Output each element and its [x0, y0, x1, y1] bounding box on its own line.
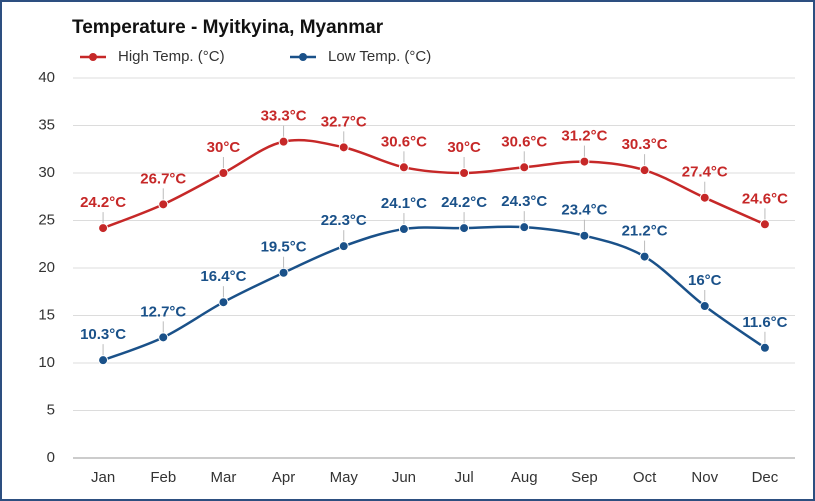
y-tick-label: 20 — [38, 259, 55, 276]
y-tick-label: 35 — [38, 116, 55, 133]
data-label: 11.6°C — [742, 314, 787, 331]
x-tick-label: Jun — [392, 469, 416, 486]
point — [519, 222, 530, 233]
point — [639, 165, 650, 176]
y-tick-label: 5 — [47, 401, 55, 418]
point — [98, 223, 109, 234]
data-label: 31.2°C — [561, 128, 607, 145]
x-tick-label: Nov — [691, 469, 718, 486]
data-label: 12.7°C — [140, 303, 186, 320]
data-label: 19.5°C — [261, 239, 307, 256]
point — [278, 267, 289, 278]
point — [459, 223, 470, 234]
x-tick-label: Apr — [272, 469, 295, 486]
y-tick-label: 25 — [38, 211, 55, 228]
legend-label: Low Temp. (°C) — [328, 48, 431, 65]
data-label: 23.4°C — [561, 202, 607, 219]
x-tick-label: Jan — [91, 469, 115, 486]
point — [218, 168, 229, 178]
x-tick-label: Dec — [752, 469, 779, 486]
legend-marker — [299, 53, 307, 61]
point — [398, 224, 409, 235]
data-label: 24.2°C — [80, 194, 126, 211]
point — [338, 241, 349, 252]
y-tick-label: 0 — [47, 449, 55, 466]
point — [519, 162, 530, 173]
point — [98, 355, 109, 366]
x-tick-label: Sep — [571, 469, 598, 486]
point — [579, 230, 590, 241]
data-label: 16°C — [688, 272, 722, 289]
series-line — [102, 138, 766, 230]
data-label: 10.3°C — [80, 326, 126, 343]
point — [278, 136, 289, 147]
point — [759, 219, 770, 230]
legend-label: High Temp. (°C) — [118, 48, 225, 65]
x-tick-label: Feb — [150, 469, 176, 486]
data-label: 30°C — [207, 139, 241, 156]
legend-marker — [89, 53, 97, 61]
point — [639, 251, 650, 262]
y-tick-label: 30 — [38, 164, 55, 181]
x-tick-label: Oct — [633, 469, 657, 486]
point — [459, 168, 470, 178]
series-line — [102, 225, 766, 362]
data-label: 30.6°C — [501, 133, 547, 150]
data-label: 16.4°C — [200, 268, 246, 285]
point — [398, 162, 409, 173]
data-label: 21.2°C — [622, 223, 668, 240]
data-label: 26.7°C — [140, 170, 186, 187]
point — [699, 192, 710, 203]
x-tick-label: Aug — [511, 469, 538, 486]
x-tick-label: Mar — [210, 469, 236, 486]
data-label: 30°C — [447, 139, 481, 156]
data-label: 27.4°C — [682, 164, 728, 181]
data-label: 24.6°C — [742, 190, 788, 207]
x-tick-label: Jul — [454, 469, 473, 486]
y-tick-label: 10 — [38, 354, 55, 371]
point — [338, 142, 349, 153]
point — [699, 301, 710, 311]
y-tick-label: 15 — [38, 306, 55, 323]
y-tick-label: 40 — [38, 69, 55, 86]
data-label: 33.3°C — [261, 108, 307, 125]
data-label: 30.6°C — [381, 133, 427, 150]
data-label: 32.7°C — [321, 113, 367, 130]
point — [218, 297, 229, 308]
data-label: 22.3°C — [321, 212, 367, 229]
x-tick-label: May — [330, 469, 359, 486]
chart-title: Temperature - Myitkyina, Myanmar — [72, 17, 384, 38]
point — [158, 332, 169, 343]
data-label: 30.3°C — [622, 136, 668, 153]
point — [579, 156, 590, 167]
point — [759, 342, 770, 353]
data-label: 24.2°C — [441, 194, 487, 211]
point — [158, 199, 169, 210]
data-label: 24.3°C — [501, 193, 547, 210]
data-label: 24.1°C — [381, 195, 427, 212]
